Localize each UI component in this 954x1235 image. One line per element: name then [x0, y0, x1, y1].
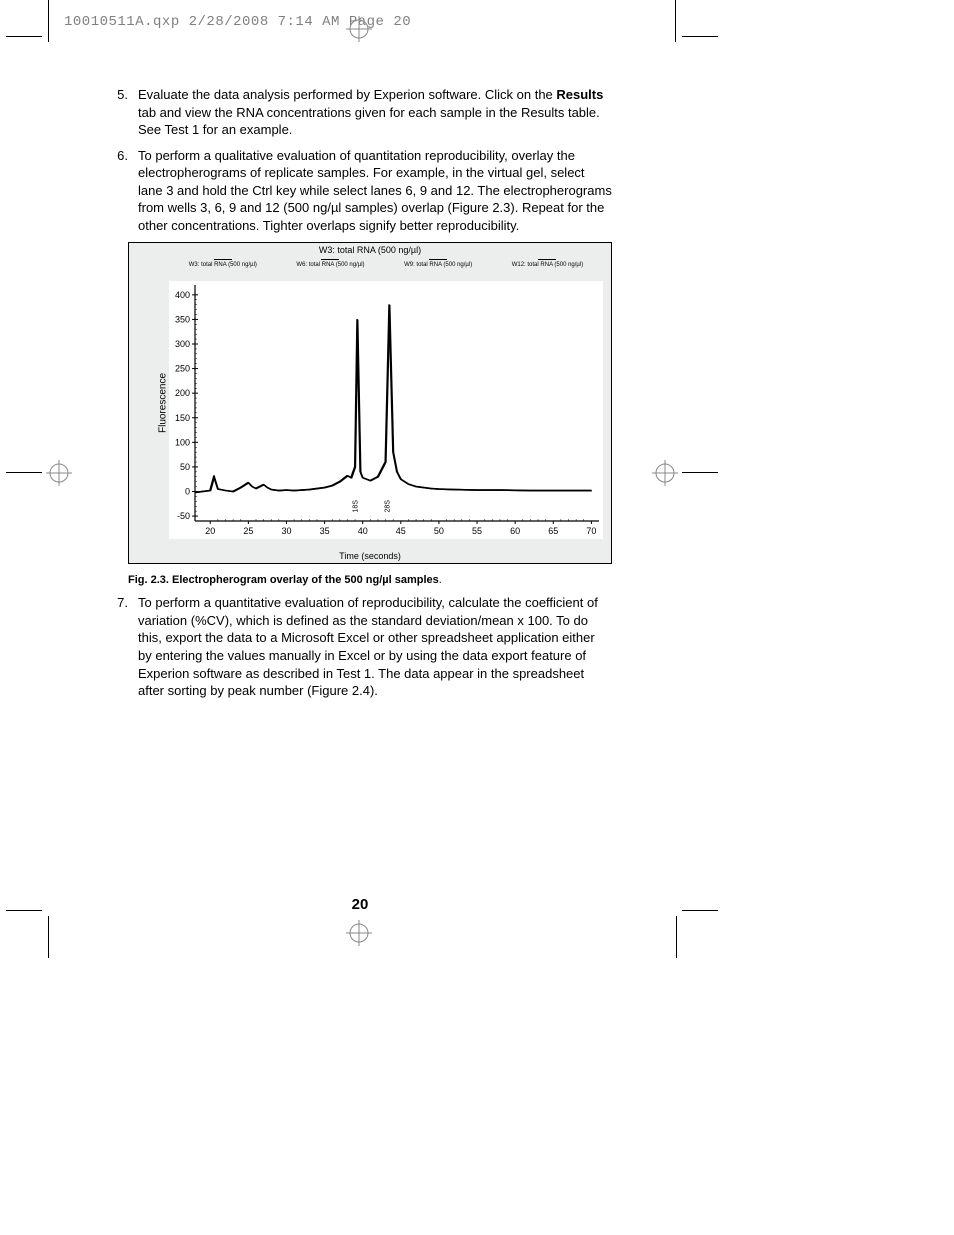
- electropherogram-chart: W3: total RNA (500 ng/µl) W3: total RNA …: [128, 242, 612, 564]
- crop-mark: [676, 916, 677, 958]
- x-axis-label: Time (seconds): [129, 551, 611, 561]
- figure-caption: Fig. 2.3. Electropherogram overlay of th…: [128, 574, 612, 586]
- legend-label: W3: total RNA (500 ng/µl): [189, 262, 257, 268]
- svg-text:250: 250: [175, 364, 190, 374]
- list-item: 7. To perform a quantitative evaluation …: [104, 594, 612, 699]
- svg-text:65: 65: [548, 526, 558, 536]
- svg-text:200: 200: [175, 389, 190, 399]
- legend-item: W9: total RNA (500 ng/µl): [404, 259, 472, 268]
- crop-mark: [48, 0, 49, 42]
- page: 10010511A.qxp 2/28/2008 7:14 AM Page 20 …: [0, 0, 954, 1235]
- svg-text:400: 400: [175, 290, 190, 300]
- svg-text:100: 100: [175, 438, 190, 448]
- registration-mark-icon: [346, 920, 372, 946]
- text-bold: Results: [556, 87, 603, 102]
- svg-text:30: 30: [281, 526, 291, 536]
- svg-text:40: 40: [358, 526, 368, 536]
- legend-item: W3: total RNA (500 ng/µl): [189, 259, 257, 268]
- legend-swatch: [429, 259, 447, 260]
- page-number: 20: [0, 896, 720, 913]
- svg-text:50: 50: [434, 526, 444, 536]
- y-axis-label: Fluorescence: [158, 373, 169, 433]
- item-number: 5.: [104, 86, 138, 139]
- svg-text:55: 55: [472, 526, 482, 536]
- svg-text:50: 50: [180, 462, 190, 472]
- crop-mark: [682, 472, 718, 473]
- svg-text:25: 25: [243, 526, 253, 536]
- legend-item: W6: total RNA (500 ng/µl): [296, 259, 364, 268]
- page-content: 5. Evaluate the data analysis performed …: [104, 86, 612, 708]
- legend-label: W12: total RNA (500 ng/µl): [512, 262, 584, 268]
- svg-text:70: 70: [586, 526, 596, 536]
- crop-mark: [6, 472, 42, 473]
- legend-swatch: [538, 259, 556, 260]
- svg-text:20: 20: [205, 526, 215, 536]
- legend-label: W6: total RNA (500 ng/µl): [296, 262, 364, 268]
- registration-mark-icon: [46, 460, 72, 486]
- svg-text:0: 0: [185, 487, 190, 497]
- list-item: 5. Evaluate the data analysis performed …: [104, 86, 612, 139]
- svg-text:28S: 28S: [384, 500, 391, 513]
- svg-text:150: 150: [175, 413, 190, 423]
- item-number: 7.: [104, 594, 138, 699]
- item-text: To perform a qualitative evaluation of q…: [138, 147, 612, 235]
- text-run: Evaluate the data analysis performed by …: [138, 87, 556, 102]
- item-text: Evaluate the data analysis performed by …: [138, 86, 612, 139]
- svg-text:60: 60: [510, 526, 520, 536]
- svg-text:350: 350: [175, 315, 190, 325]
- svg-text:35: 35: [320, 526, 330, 536]
- legend-label: W9: total RNA (500 ng/µl): [404, 262, 472, 268]
- list-item: 6. To perform a qualitative evaluation o…: [104, 147, 612, 235]
- legend-swatch: [321, 259, 339, 260]
- registration-mark-icon: [346, 16, 372, 42]
- svg-text:300: 300: [175, 339, 190, 349]
- chart-title: W3: total RNA (500 ng/µl): [129, 243, 611, 257]
- legend-swatch: [214, 259, 232, 260]
- crop-mark: [675, 0, 676, 42]
- chart-legend: W3: total RNA (500 ng/µl) W6: total RNA …: [169, 259, 603, 268]
- crop-mark: [682, 36, 718, 37]
- svg-text:45: 45: [396, 526, 406, 536]
- text-run: tab and view the RNA concentrations give…: [138, 105, 600, 138]
- svg-text:-50: -50: [177, 511, 190, 521]
- crop-mark: [6, 36, 42, 37]
- chart-svg: -50 0 50 100 150 200 250 300 350 400 20 25 30 35 40 45 5…: [169, 281, 603, 539]
- crop-mark: [48, 916, 49, 958]
- plot-area: -50 0 50 100 150 200 250 300 350 400 20 25 30 35 40 45 5…: [169, 281, 603, 539]
- registration-mark-icon: [652, 460, 678, 486]
- caption-suffix: .: [439, 574, 442, 586]
- item-text: To perform a quantitative evaluation of …: [138, 594, 612, 699]
- svg-text:18S: 18S: [352, 500, 359, 513]
- legend-item: W12: total RNA (500 ng/µl): [512, 259, 584, 268]
- caption-label: Fig. 2.3. Electropherogram overlay of th…: [128, 574, 439, 586]
- item-number: 6.: [104, 147, 138, 235]
